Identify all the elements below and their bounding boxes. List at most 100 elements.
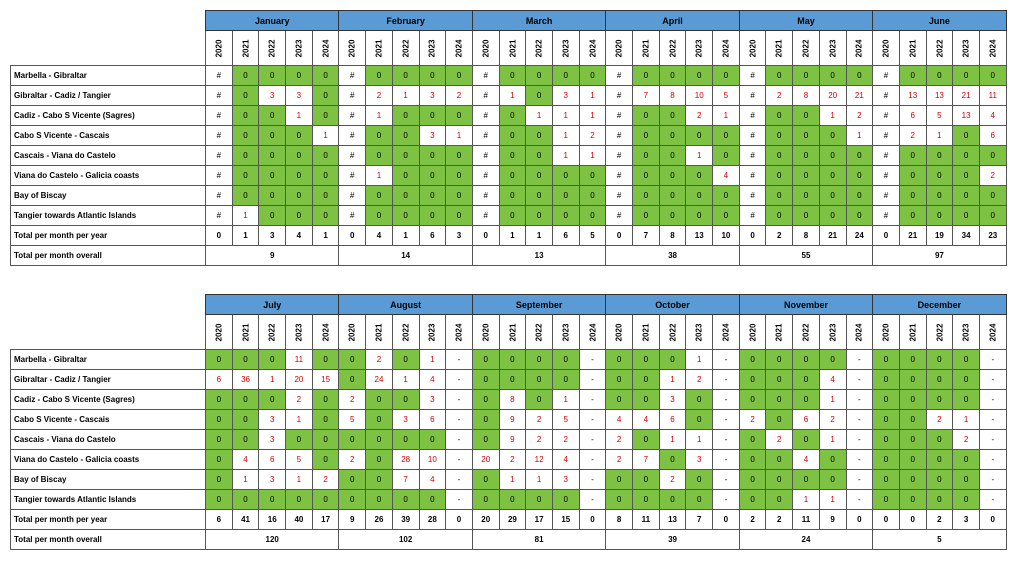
total-cell: 0 [605, 225, 633, 246]
year-label: 2022 [401, 323, 411, 341]
data-cell: 0 [525, 85, 553, 106]
overall-cell-july: 120 [204, 529, 340, 550]
total-cell: 16 [258, 509, 287, 530]
total-cell: 34 [952, 225, 980, 246]
data-cell: 0 [498, 145, 527, 166]
data-cell: 1 [231, 205, 260, 226]
data-cell: 5 [338, 409, 367, 430]
data-cell: 2 [338, 449, 367, 470]
data-cell: 2 [765, 85, 794, 106]
year-label: 2024 [587, 323, 597, 341]
table-row: Tangier towards Atlantic Islands 0 0 0 0 0 0 0 0… [10, 489, 1007, 510]
data-cell: 0 [685, 65, 714, 86]
data-cell: 0 [925, 65, 954, 86]
year-label: 2022 [668, 323, 678, 341]
year-header: 2020 [338, 314, 367, 350]
total-cell: 15 [551, 509, 580, 530]
data-cell: - [845, 429, 874, 450]
data-cell: - [712, 489, 740, 510]
data-cell: # [471, 65, 500, 86]
data-cell: 0 [498, 349, 527, 370]
total-cell: 26 [365, 509, 393, 530]
data-cell: 0 [738, 389, 767, 410]
route-label: Gibraltar - Cadiz / Tangier [10, 85, 206, 106]
data-cell: 0 [632, 65, 660, 86]
data-cell: 0 [311, 65, 340, 86]
data-cell: # [205, 165, 233, 186]
data-cell: 0 [471, 389, 500, 410]
data-cell: 0 [365, 409, 393, 430]
data-cell: 1 [551, 125, 580, 146]
data-cell: 0 [205, 449, 233, 470]
data-cell: 0 [471, 469, 500, 490]
data-cell: 0 [792, 469, 820, 490]
data-cell: 0 [978, 145, 1007, 166]
data-cell: 0 [818, 165, 847, 186]
year-header: 2022 [391, 30, 420, 66]
year-label: 2020 [881, 323, 891, 341]
route-label: Cadiz - Cabo S Vicente (Sagres) [10, 105, 206, 126]
year-label: 2021 [908, 323, 918, 341]
total-cell: 0 [471, 225, 500, 246]
total-cell: 24 [845, 225, 874, 246]
data-cell: 36 [231, 369, 260, 390]
data-cell: 0 [792, 369, 820, 390]
data-cell: # [205, 105, 233, 126]
year-label: 2020 [347, 39, 357, 57]
data-cell: 0 [765, 389, 794, 410]
data-cell: 0 [898, 165, 927, 186]
data-cell: 1 [445, 125, 473, 146]
data-cell: 0 [338, 489, 367, 510]
data-cell: # [471, 85, 500, 106]
data-cell: 3 [418, 85, 447, 106]
year-header: 2023 [685, 30, 714, 66]
data-cell: 2 [925, 409, 954, 430]
year-label: 2023 [427, 323, 437, 341]
data-cell: 0 [525, 389, 553, 410]
year-label: 2024 [321, 323, 331, 341]
year-header: 2023 [418, 314, 447, 350]
data-cell: 0 [525, 145, 553, 166]
data-cell: 1 [685, 145, 714, 166]
data-cell: 0 [258, 205, 287, 226]
data-cell: 0 [311, 205, 340, 226]
total-cell: 4 [285, 225, 313, 246]
data-cell: - [978, 489, 1007, 510]
year-header: 2020 [605, 30, 633, 66]
data-cell: 0 [285, 145, 313, 166]
data-cell: # [605, 145, 633, 166]
year-header: 2021 [365, 314, 393, 350]
data-cell: 3 [418, 389, 447, 410]
data-cell: 0 [952, 389, 980, 410]
data-cell: 1 [818, 429, 847, 450]
year-header: 2021 [765, 314, 794, 350]
route-label: Cabo S Vicente - Cascais [10, 409, 206, 430]
data-cell: 0 [792, 429, 820, 450]
year-header: 2024 [311, 30, 340, 66]
data-cell: 0 [311, 389, 340, 410]
year-label: 2024 [721, 323, 731, 341]
data-cell: 0 [898, 449, 927, 470]
data-cell: - [445, 349, 473, 370]
data-cell: 0 [818, 65, 847, 86]
total-cell: 29 [498, 509, 527, 530]
data-cell: 0 [712, 185, 740, 206]
data-cell: # [205, 145, 233, 166]
data-cell: 0 [231, 389, 260, 410]
data-cell: - [978, 409, 1007, 430]
data-cell: - [578, 409, 607, 430]
year-label: 2024 [854, 323, 864, 341]
data-cell: 0 [525, 489, 553, 510]
route-label: Tangier towards Atlantic Islands [10, 205, 206, 226]
data-cell: 1 [712, 105, 740, 126]
data-cell: 0 [391, 349, 420, 370]
data-cell: 0 [872, 389, 900, 410]
table-row: Bay of Biscay #0 0 0 0 #0 0 0 0 #0 0 0 0 #0 0 0 0 #0 0 0 0 #0… [10, 185, 1007, 206]
data-cell: 0 [765, 449, 794, 470]
data-cell: # [338, 185, 367, 206]
data-cell: - [978, 389, 1007, 410]
year-header: 2024 [445, 314, 473, 350]
table-row: Viana do Castelo - Galicia coasts 0 4 6 5 0 2 0… [10, 449, 1007, 470]
data-cell: 4 [712, 165, 740, 186]
route-label: Gibraltar - Cadiz / Tangier [10, 369, 206, 390]
